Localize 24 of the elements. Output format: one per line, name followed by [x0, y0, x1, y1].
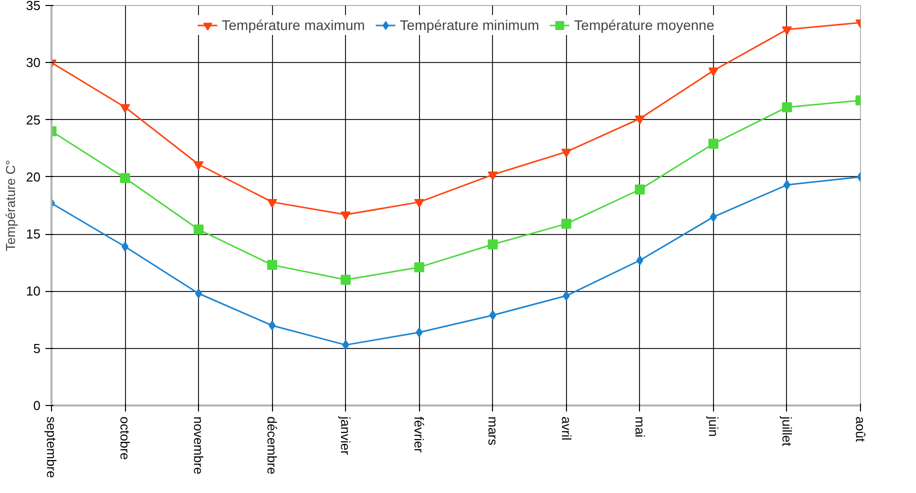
- legend-label: Température moyenne: [574, 17, 714, 33]
- x-tick-label: octobre: [118, 416, 133, 460]
- x-tick-label: septembre: [44, 416, 59, 478]
- legend-label: Température maximum: [222, 17, 365, 33]
- x-tick-label: février: [412, 416, 427, 454]
- y-tick-label: 15: [26, 226, 41, 242]
- x-tick-label: août: [853, 416, 868, 442]
- y-tick-label: 25: [26, 112, 41, 128]
- y-tick-label: 0: [33, 398, 41, 413]
- y-tick-label: 10: [26, 284, 41, 299]
- y-tick-label: 35: [26, 0, 41, 13]
- x-tick-label: janvier: [338, 416, 354, 456]
- legend-label: Température minimum: [400, 17, 540, 33]
- x-tick-label: décembre: [264, 416, 280, 474]
- x-tick-label: avril: [558, 416, 574, 440]
- y-tick-label: 5: [33, 340, 41, 356]
- x-tick-label: mai: [632, 416, 648, 438]
- y-tick-label: 30: [26, 55, 41, 70]
- x-tick-label: mars: [485, 416, 500, 446]
- y-tick-label: 20: [26, 169, 41, 184]
- x-tick-label: juillet: [779, 416, 794, 447]
- x-tick-label: juin: [706, 416, 721, 437]
- y-axis-title: Température C°: [3, 160, 18, 252]
- x-tick-label: novembre: [191, 416, 206, 474]
